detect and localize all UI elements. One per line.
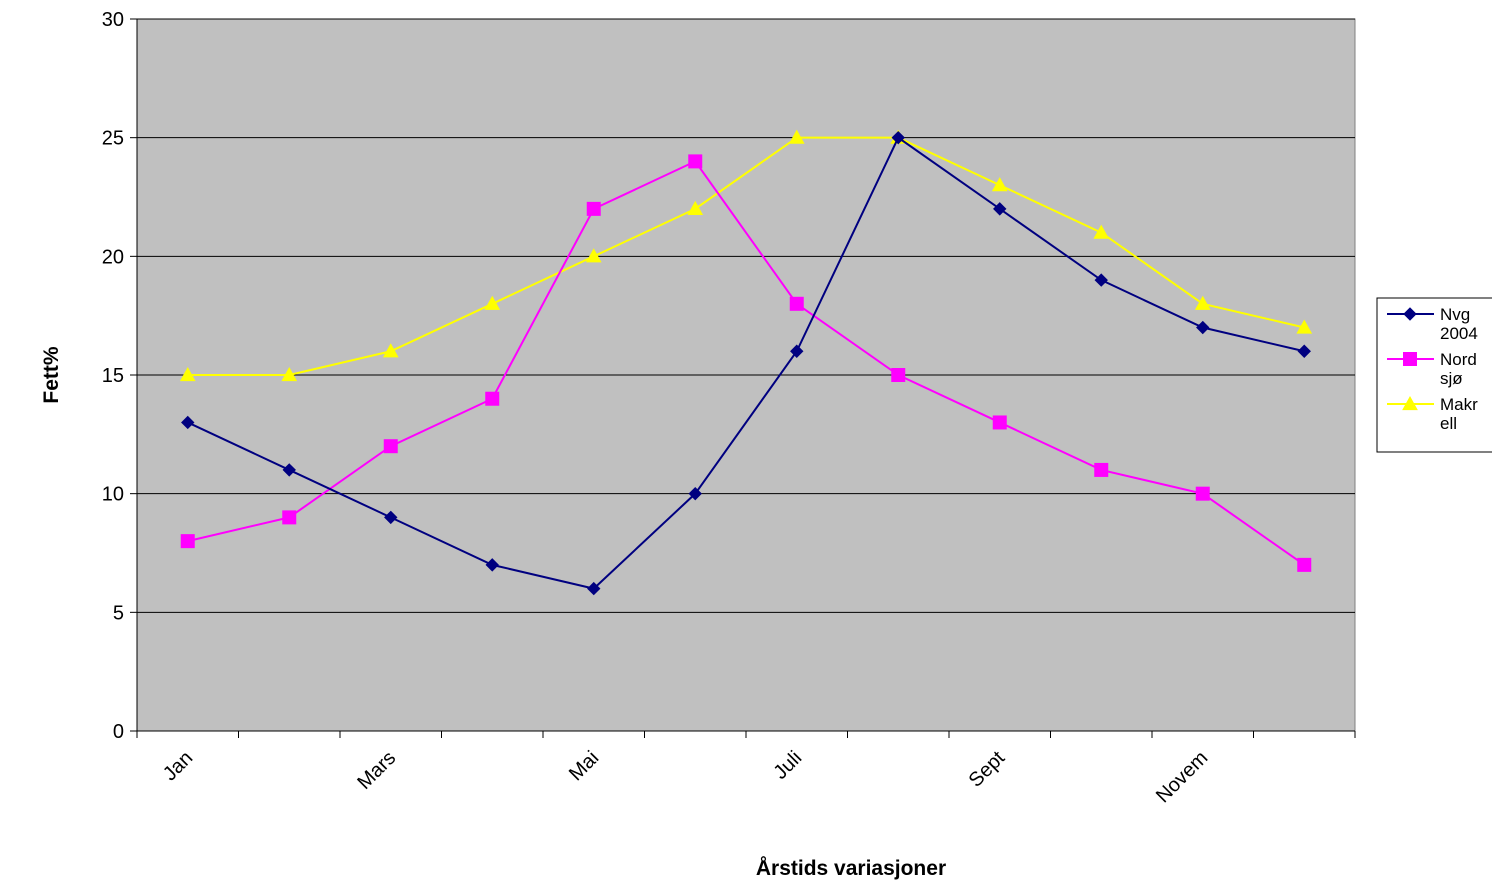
data-point xyxy=(1296,319,1313,334)
data-point xyxy=(891,130,905,145)
y-tick-label: 10 xyxy=(102,484,124,506)
series-line xyxy=(187,136,1305,590)
data-point xyxy=(382,343,399,358)
x-tick-label: Mars xyxy=(353,747,400,794)
legend-label: 2004 xyxy=(1440,324,1478,343)
data-point xyxy=(788,129,805,144)
y-tick-label: 15 xyxy=(102,365,124,387)
series-1 xyxy=(180,154,1312,572)
data-point xyxy=(688,486,702,501)
legend-swatch-marker xyxy=(1402,395,1418,411)
legend-label: sjø xyxy=(1440,369,1463,388)
data-point xyxy=(485,558,499,572)
y-tick-label: 0 xyxy=(113,721,124,743)
data-point xyxy=(891,368,906,382)
data-point xyxy=(586,201,601,216)
x-tick-label: Novem xyxy=(1152,747,1212,807)
y-tick-labels: 0 5 10 15 20 25 30 xyxy=(102,9,124,743)
data-point xyxy=(282,510,297,525)
data-point xyxy=(1195,486,1210,501)
data-point xyxy=(1297,557,1312,572)
data-point xyxy=(1297,344,1311,358)
data-point xyxy=(1094,462,1109,477)
x-tick-label: Jan xyxy=(159,747,197,785)
x-tick-labels: Jan Mars Mai Juli Sept Novem xyxy=(159,747,1212,808)
y-tick-label: 20 xyxy=(102,246,124,268)
x-tick-label: Sept xyxy=(965,747,1010,792)
data-point xyxy=(993,202,1007,216)
data-point xyxy=(384,510,398,525)
data-point xyxy=(281,366,298,382)
legend-label: Nord xyxy=(1440,350,1477,369)
legend-label: ell xyxy=(1440,414,1457,433)
data-point xyxy=(484,295,501,310)
axes xyxy=(130,18,1356,738)
data-point xyxy=(789,296,804,311)
data-point xyxy=(181,415,195,430)
x-axis-title: Årstids variasjoner xyxy=(756,856,946,880)
series-0 xyxy=(181,130,1311,596)
y-tick-label: 5 xyxy=(113,602,124,624)
data-point xyxy=(383,439,398,454)
data-point xyxy=(1094,273,1108,287)
data-point xyxy=(585,248,602,263)
x-tick-label: Juli xyxy=(770,747,807,784)
series-group xyxy=(179,129,1313,596)
data-point xyxy=(1194,295,1211,310)
data-point xyxy=(790,344,804,358)
data-point xyxy=(992,415,1007,430)
legend-swatch-marker xyxy=(1403,352,1417,366)
data-point xyxy=(1196,320,1210,335)
legend-swatch-marker xyxy=(1403,307,1417,321)
y-tick-label: 25 xyxy=(102,128,124,150)
legend-label: Nvg xyxy=(1440,305,1470,324)
legend-box xyxy=(1376,297,1492,453)
y-axis-title: Fett% xyxy=(40,346,63,403)
series-line xyxy=(187,160,1305,566)
data-point xyxy=(587,581,601,596)
data-point xyxy=(991,177,1008,192)
data-point xyxy=(179,366,196,382)
data-point xyxy=(282,463,296,477)
y-tick-label: 30 xyxy=(102,9,124,31)
data-point xyxy=(687,200,704,215)
data-point xyxy=(180,534,195,549)
series-line xyxy=(187,136,1305,376)
x-tick-label: Mai xyxy=(565,747,603,785)
data-point xyxy=(688,154,703,169)
data-point xyxy=(1093,224,1110,239)
data-point xyxy=(485,391,500,406)
series-2 xyxy=(179,129,1313,382)
legend-label: Makr xyxy=(1440,395,1478,414)
